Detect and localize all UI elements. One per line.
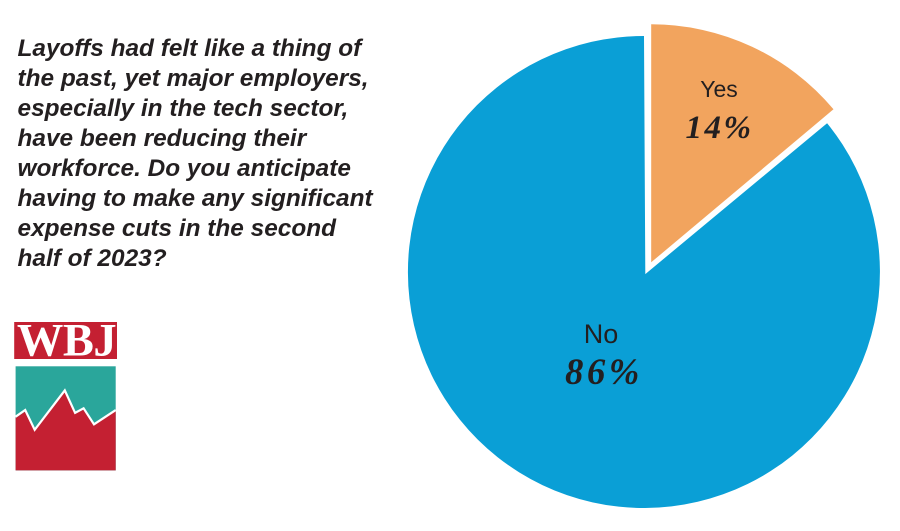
svg-text:WBJ: WBJ (17, 316, 116, 367)
